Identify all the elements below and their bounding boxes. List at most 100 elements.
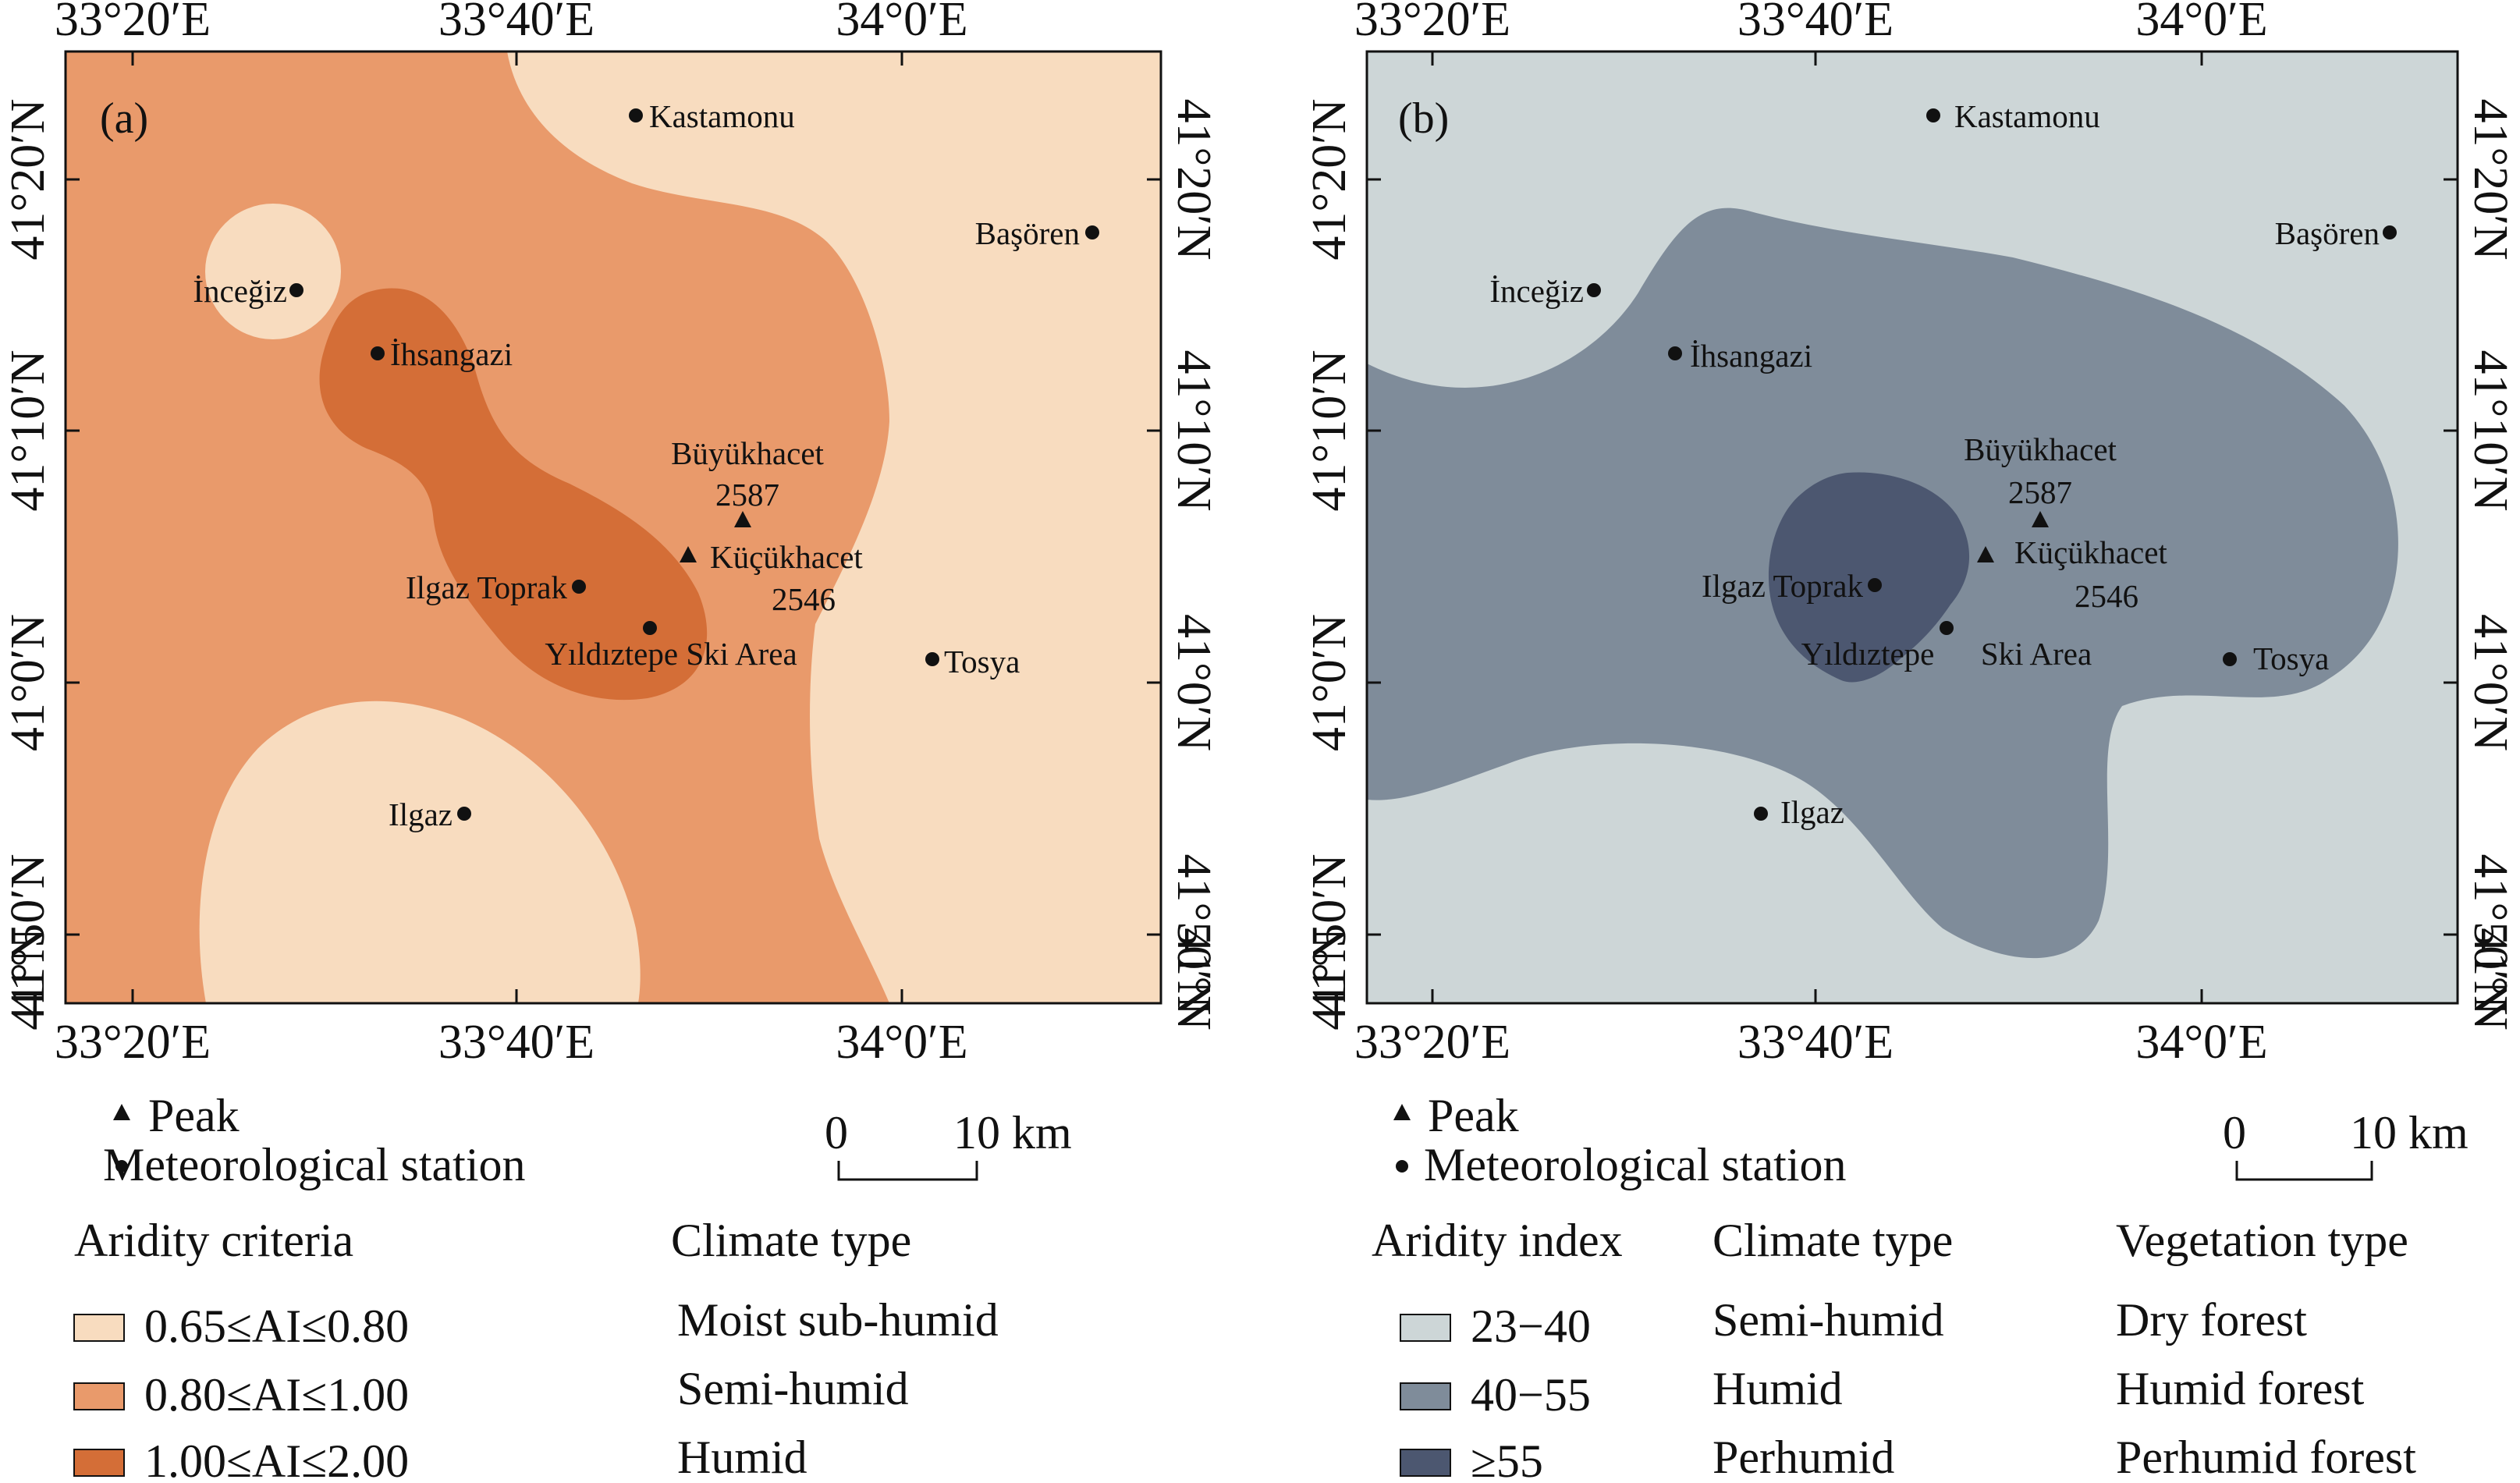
panel-a-map: (a) 33°20′E 33°40′E 34°0′E 33°20′E 33°40…	[2, 0, 1220, 1069]
panel-a-lon-top-3: 34°0′E	[836, 0, 967, 46]
place-buyukhacet-elevation: 2587	[2008, 474, 2072, 510]
station-dot	[629, 108, 643, 122]
legend-b-vegetation-3: Perhumid forest	[2116, 1432, 2416, 1483]
peak-legend-icon	[1393, 1104, 1411, 1120]
station-legend-icon	[1396, 1160, 1408, 1173]
place-buyukhacet: Büyükhacet	[671, 435, 824, 471]
panel-a-lat-right-edge: 41°N	[1167, 928, 1220, 1031]
panel-a-markers	[289, 108, 1099, 821]
peak-triangle	[1977, 546, 1994, 562]
peak-triangle	[734, 511, 751, 527]
panel-b-lon-bottom-1: 33°20′E	[1354, 1016, 1510, 1069]
panel-a-frame	[64, 50, 1162, 1005]
legend-b-vegetation-1: Dry forest	[2116, 1294, 2307, 1346]
panel-b-lon-bottom-2: 33°40′E	[1737, 1016, 1894, 1069]
panel-b-lat-right-1: 41°20′N	[2464, 98, 2517, 260]
place-ihsangazi: İhsangazi	[390, 336, 513, 372]
peak-triangle	[680, 546, 697, 562]
legend-a-head-climate: Climate type	[671, 1215, 911, 1266]
legend-b-swatch-3	[1400, 1449, 1451, 1477]
panel-b-lat-right-4: 41°50′N	[2464, 853, 2517, 1015]
legend-b-range-2: 40−55	[1471, 1369, 1591, 1421]
station-dot	[643, 621, 657, 635]
legend-b-peak: Peak	[1428, 1090, 1519, 1141]
place-incegiz: İnceğiz	[193, 273, 287, 309]
place-ilgaz: Ilgaz	[389, 796, 453, 832]
station-legend-icon	[115, 1160, 128, 1173]
station-dot	[1868, 578, 1882, 592]
legend-b-climate-3: Perhumid	[1713, 1432, 1894, 1483]
panel-b-tick-marks	[1367, 51, 2458, 1003]
panel-a-moist-zone-incegiz	[205, 204, 341, 339]
legend-a-range-2: 0.80≤AI≤1.00	[144, 1369, 409, 1421]
place-ihsangazi: İhsangazi	[1690, 338, 1812, 374]
panel-b-lat-left-3: 41°0′N	[1303, 614, 1356, 751]
panel-a-lon-bottom-2: 33°40′E	[438, 1016, 595, 1069]
legend-a: Peak Meteorological station 0 10 km Arid…	[73, 1090, 1072, 1483]
panel-b-markers	[1587, 108, 2397, 821]
panel-b-lon-top-2: 33°40′E	[1737, 0, 1894, 46]
legend-a-range-1: 0.65≤AI≤0.80	[144, 1300, 409, 1352]
panel-b-lat-left-1: 41°20′N	[1303, 98, 1356, 260]
legend-b-climate-1: Semi-humid	[1713, 1294, 1944, 1346]
station-dot	[457, 807, 471, 821]
legend-b-vegetation-2: Humid forest	[2116, 1363, 2365, 1414]
peak-legend-icon	[113, 1104, 130, 1120]
legend-a-station: Meteorological station	[103, 1139, 526, 1190]
panel-a-tick-marks	[66, 51, 1161, 1003]
panel-b-lon-top-1: 33°20′E	[1354, 0, 1510, 46]
station-dot	[1668, 346, 1682, 360]
panel-a-moist-zone-ilgaz	[199, 701, 641, 1003]
legend-a-scale-ten: 10 km	[953, 1107, 1072, 1158]
panel-a-lat-right-4: 41°50′N	[1167, 853, 1220, 1015]
place-kucukhacet: Küçükhacet	[710, 539, 863, 575]
place-ski-area: Ski Area	[1981, 636, 2092, 672]
legend-a-head-criteria: Aridity criteria	[74, 1215, 353, 1266]
panel-a-lat-left-1: 41°20′N	[2, 98, 55, 260]
place-ilgaz-toprak: Ilgaz Toprak	[1702, 568, 1863, 604]
legend-a-range-3: 1.00≤AI≤2.00	[144, 1435, 409, 1483]
place-yildiztepe: Yıldıztepe	[1801, 636, 1935, 672]
panel-a-lat-left-4: 41°50′N	[2, 853, 55, 1015]
station-dot	[2223, 652, 2237, 666]
place-tosya: Tosya	[2253, 640, 2329, 676]
panel-b-label: (b)	[1398, 94, 1449, 143]
station-dot	[289, 283, 303, 297]
place-kucukhacet-elevation: 2546	[772, 581, 836, 617]
legend-b-station: Meteorological station	[1424, 1139, 1847, 1190]
legend-b-head-climate: Climate type	[1713, 1215, 1953, 1266]
place-kastamonu: Kastamonu	[649, 98, 795, 134]
legend-b-head-vegetation: Vegetation type	[2116, 1215, 2408, 1266]
station-dot	[1940, 621, 1954, 635]
place-buyukhacet: Büyükhacet	[1964, 431, 2117, 467]
panel-b-perhumid-zone	[1768, 472, 1970, 683]
panel-a-lat-left-2: 41°10′N	[2, 349, 55, 511]
panel-b-lat-left-edge: 41°N	[1303, 928, 1356, 1031]
panel-b-lat-left-2: 41°10′N	[1303, 349, 1356, 511]
station-dot	[1587, 283, 1601, 297]
place-kucukhacet-elevation: 2546	[2075, 578, 2138, 614]
panel-b-lon-top-3: 34°0′E	[2135, 0, 2267, 46]
legend-b-scale-bar	[2235, 1161, 2373, 1181]
station-dot	[2383, 225, 2397, 239]
legend-b-swatch-1	[1400, 1314, 1451, 1342]
panel-a-lon-top-2: 33°40′E	[438, 0, 595, 46]
place-yildiztepe: Yıldıztepe Ski Area	[545, 636, 797, 672]
legend-a-peak: Peak	[148, 1090, 240, 1141]
peak-triangle	[2032, 511, 2049, 527]
panel-b-map: (b) 33°20′E 33°40′E 34°0′E 33°20′E 33°40…	[1303, 0, 2517, 1069]
panel-a-lat-right-3: 41°0′N	[1167, 614, 1220, 751]
legend-a-swatch-3	[73, 1449, 125, 1477]
legend-b-range-3: ≥55	[1471, 1435, 1543, 1483]
legend-a-scale-bar	[837, 1161, 978, 1181]
panel-a-lat-left-3: 41°0′N	[2, 614, 55, 751]
panel-a-lon-top-1: 33°20′E	[55, 0, 211, 46]
place-buyukhacet-elevation: 2587	[715, 477, 779, 513]
station-dot	[1085, 225, 1099, 239]
panel-a-lat-right-2: 41°10′N	[1167, 349, 1220, 511]
legend-a-swatch-1	[73, 1314, 125, 1342]
legend-a-climate-1: Moist sub-humid	[677, 1294, 999, 1346]
place-incegiz: İnceğiz	[1489, 273, 1584, 309]
panel-a-lon-bottom-1: 33°20′E	[55, 1016, 211, 1069]
